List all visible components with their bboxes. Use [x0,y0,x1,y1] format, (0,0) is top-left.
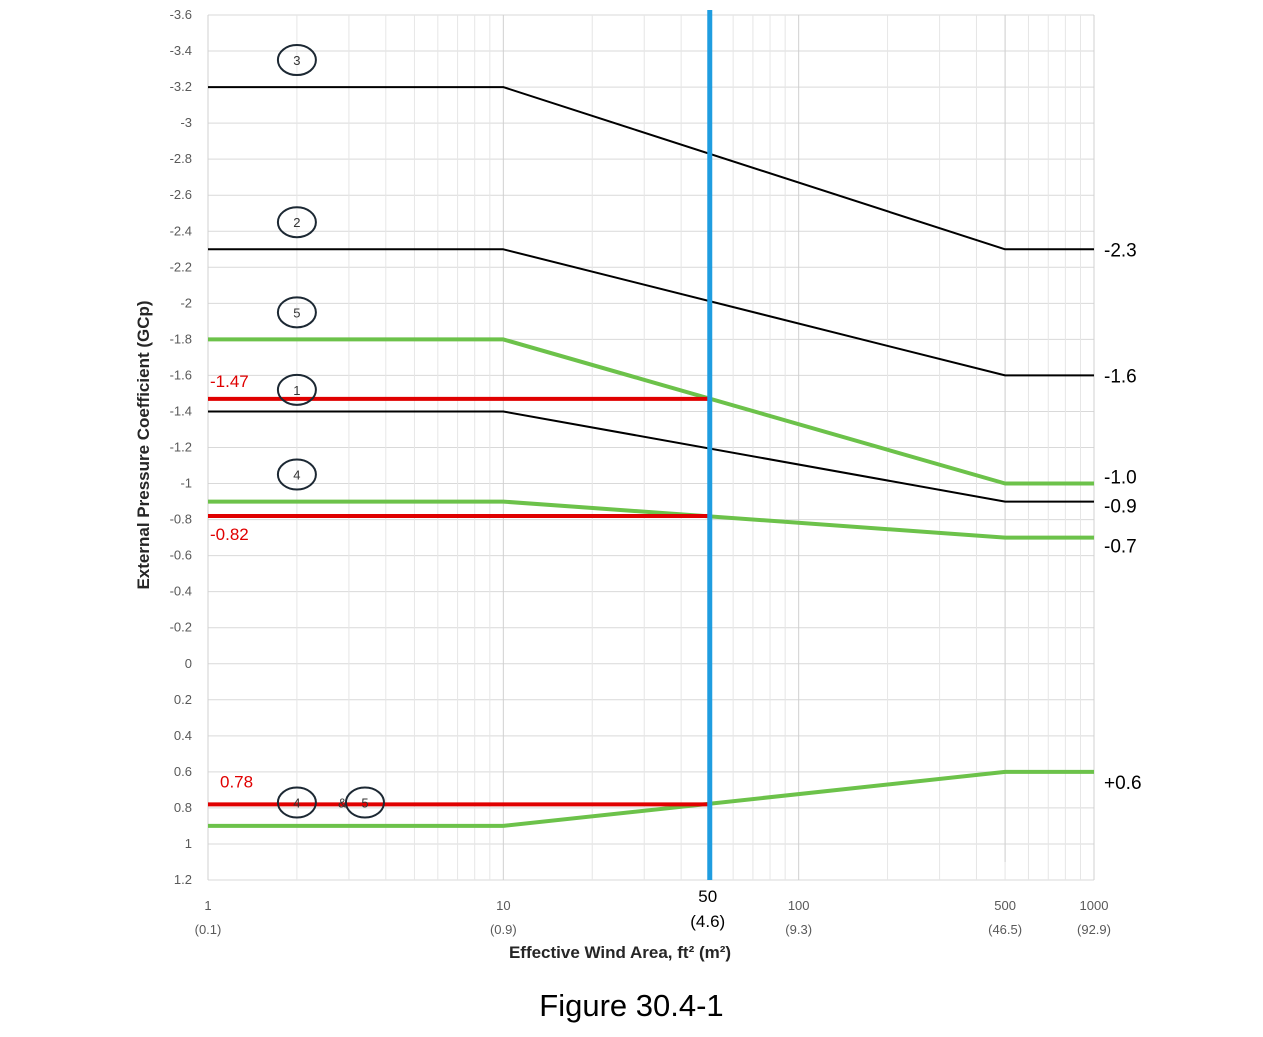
series-line-zone-2 [208,248,1094,377]
zone-circle [276,206,317,239]
y-tick-label: -0.6 [170,548,192,563]
zone-number: 1 [293,383,300,398]
zone-number: 5 [361,796,368,811]
zone-circle [276,458,317,491]
end-label: -2.3 [1104,240,1137,261]
zone-circle [276,44,317,77]
red-annotations: -1.47 -0.82 0.78 [208,372,710,807]
zone-ampersand: & [338,796,347,811]
x-tick-sublabel: (46.5) [988,922,1022,937]
zone-number: 3 [293,53,300,68]
x-tick-label: 100 [788,898,810,913]
y-axis-title: External Pressure Coefficient (GCp) [134,300,153,589]
zone-number: 4 [293,796,300,811]
x-tick-label: 10 [496,898,510,913]
y-tick-label: -1.8 [170,331,192,346]
y-tick-label: -3 [180,115,192,130]
grid [207,14,1095,881]
y-tick-label: -3.2 [170,79,192,94]
y-tick-label: -2.4 [170,223,192,238]
y-tick-label: -2.8 [170,151,192,166]
vertical-marker-sublabel: (4.6) [690,912,725,931]
y-tick-label: -0.2 [170,620,192,635]
red-annotation-label: -1.47 [210,372,249,391]
y-tick-label: 1.2 [174,872,192,887]
end-label: -0.9 [1104,497,1137,518]
x-tick-sublabel: (0.9) [490,922,517,937]
y-tick-label: 0.2 [174,692,192,707]
y-tick-label: -3.4 [170,43,192,58]
x-tick-label: 1000 [1080,898,1109,913]
x-tick-label: 500 [994,898,1016,913]
series-line-zone-5 [208,337,1094,486]
y-tick-label: -1.6 [170,367,192,382]
zone-circle [276,296,317,329]
y-tick-label: 0.6 [174,764,192,779]
zone-number: 5 [293,305,300,320]
y-tick-label: -1.4 [170,403,192,418]
y-tick-label: -1 [180,476,192,491]
y-tick-label: 0.8 [174,800,192,815]
series-line-zone-1 [208,410,1094,503]
x-tick-sublabel: (0.1) [195,922,222,937]
x-tick-labels: 1 (0.1) 10 (0.9) 100 (9.3) 500 (46.5) 1000 (92.9) [195,898,1111,937]
end-labels: -2.3 -1.6 -0.9 -1.0 -0.7 +0.6 [1104,240,1142,794]
series-line-zone-4 [208,499,1094,540]
y-tick-labels: -3.6 -3.4 -3.2 -3 -2.8 -2.6 -2.4 -2.2 -2 -1.8 -1.6… [170,7,192,887]
end-label: -1.6 [1104,366,1137,387]
x-axis-title: Effective Wind Area, ft² (m²) [509,943,731,962]
y-tick-label: -3.6 [170,7,192,22]
y-tick-label: -2.6 [170,187,192,202]
zone-circle [276,373,317,406]
y-tick-label: -0.4 [170,584,192,599]
x-tick-sublabel: (9.3) [785,922,812,937]
red-annotation-label: -0.82 [210,525,249,544]
y-tick-label: -2.2 [170,259,192,274]
y-tick-label: -2 [180,295,192,310]
y-tick-label: 0 [185,656,192,671]
figure-caption: Figure 30.4-1 [539,988,724,1023]
series-line-zone-4-5 [208,769,1094,828]
x-tick-sublabel: (92.9) [1077,922,1111,937]
y-tick-label: -0.8 [170,512,192,527]
zone-circle [276,786,317,819]
y-tick-label: -1.2 [170,440,192,455]
y-tick-label: 1 [185,836,192,851]
zone-circle [344,786,385,819]
zone-number: 2 [293,215,300,230]
vertical-marker: 50 (4.6) [690,10,725,931]
y-tick-label: 0.4 [174,728,192,743]
end-label: +0.6 [1104,773,1142,794]
vertical-marker-label: 50 [698,887,717,906]
series-lines [208,86,1094,828]
end-label: -1.0 [1104,468,1137,489]
x-tick-label: 1 [204,898,211,913]
red-annotation-label: 0.78 [220,772,253,791]
zone-number: 4 [293,468,300,483]
series-line-zone-3 [208,86,1094,251]
end-label: -0.7 [1104,537,1137,558]
